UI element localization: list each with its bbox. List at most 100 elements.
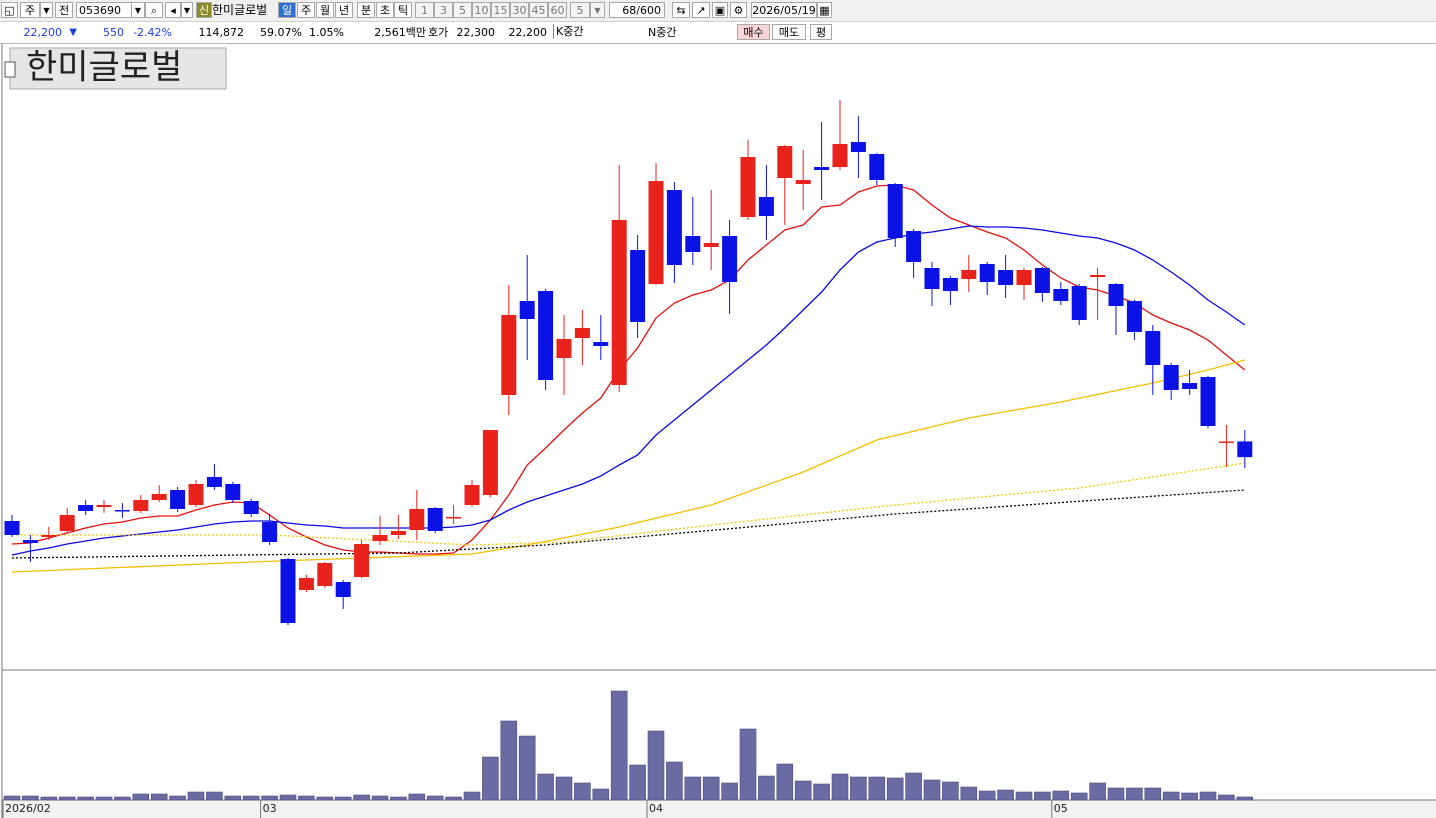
- volume-bar: [997, 789, 1014, 801]
- candle-body: [206, 477, 222, 487]
- toolbar-button[interactable]: 30: [510, 2, 529, 18]
- candle-body: [593, 342, 609, 346]
- toolbar-button[interactable]: 60: [548, 2, 567, 18]
- candle-body: [78, 505, 94, 511]
- change: 550: [103, 26, 124, 39]
- toolbar-button[interactable]: 10: [472, 2, 491, 18]
- n-mid: N중간: [648, 26, 677, 39]
- toolbar-button[interactable]: 15: [491, 2, 510, 18]
- volume-bar: [279, 794, 297, 801]
- volume-bar: [206, 791, 223, 801]
- prev-button[interactable]: 전: [55, 2, 73, 18]
- volume-bar: [518, 735, 536, 801]
- volume-bar: [334, 796, 352, 801]
- save-button[interactable]: ▣: [712, 2, 728, 18]
- candle-body: [519, 301, 535, 319]
- candle-body: [225, 484, 241, 500]
- candle-body: [758, 197, 774, 216]
- volume-bar: [371, 795, 389, 801]
- moving-average: [11, 184, 1246, 555]
- x-tick-label: 2026/02: [5, 802, 51, 815]
- sell-button[interactable]: 매도: [772, 24, 806, 40]
- moving-average: [11, 225, 1246, 556]
- ratio: 1.05%: [309, 26, 344, 39]
- candle-body: [1071, 286, 1087, 320]
- volume-bar: [482, 756, 499, 801]
- moving-average: [12, 462, 1245, 546]
- dropdown[interactable]: ▼: [131, 2, 145, 18]
- toolbar-button[interactable]: 45: [529, 2, 548, 18]
- candle-body: [188, 484, 204, 505]
- candle-body: [1145, 331, 1161, 365]
- volume-bar: [77, 796, 94, 801]
- candle-body: [372, 535, 388, 541]
- volume-bar: [1089, 782, 1106, 801]
- avg-button[interactable]: 평: [810, 24, 832, 40]
- interval-input[interactable]: 5: [570, 2, 590, 18]
- screen-icon[interactable]: ◱: [1, 2, 18, 18]
- toolbar-button[interactable]: 년: [335, 2, 353, 18]
- volume-bar: [408, 793, 426, 801]
- candle-body: [464, 485, 480, 505]
- volume-bar: [40, 796, 58, 801]
- candle-body: [998, 270, 1014, 285]
- candle-body: [133, 500, 149, 511]
- candle-body: [409, 509, 425, 530]
- dropdown[interactable]: ▼: [181, 2, 193, 18]
- toolbar-button[interactable]: 1: [415, 2, 434, 18]
- volume-bar: [1144, 787, 1162, 801]
- turnover: 59.07%: [260, 26, 302, 39]
- sound-button[interactable]: ◂: [165, 2, 181, 18]
- calendar-button[interactable]: ▦: [817, 2, 832, 18]
- candle-body: [96, 505, 112, 507]
- toolbar-button[interactable]: 5: [453, 2, 472, 18]
- toolbar-button[interactable]: 3: [434, 2, 453, 18]
- date-input[interactable]: 2026/05/19: [751, 2, 817, 18]
- tool-button[interactable]: ↗: [692, 2, 710, 18]
- candle-body: [22, 540, 38, 543]
- volume-bar: [923, 779, 941, 801]
- badge: 신: [196, 2, 212, 18]
- candle-body: [1163, 365, 1179, 390]
- count-input[interactable]: 68/600: [609, 2, 665, 18]
- volume-bar: [794, 780, 812, 801]
- volume-bar: [960, 786, 978, 801]
- toolbar-button[interactable]: 초: [376, 2, 394, 18]
- toolbar-button[interactable]: 틱: [394, 2, 412, 18]
- candle-body: [501, 315, 517, 395]
- toolbar-button[interactable]: 주: [297, 2, 315, 18]
- market-select[interactable]: 주: [20, 2, 40, 18]
- volume-bar: [1052, 790, 1070, 801]
- settings-button[interactable]: ⚙: [730, 2, 747, 18]
- candle-body: [961, 270, 977, 279]
- candle-body: [1034, 268, 1050, 293]
- volume-bar: [721, 782, 738, 801]
- change-rate: -2.42%: [133, 26, 172, 39]
- candle-body: [170, 490, 186, 509]
- tool-button[interactable]: ⇆: [672, 2, 690, 18]
- candle-body: [1200, 377, 1216, 426]
- volume-bar: [261, 795, 278, 801]
- code-input[interactable]: 053690: [76, 2, 132, 18]
- moving-average: [11, 359, 1245, 573]
- toolbar-button[interactable]: 월: [316, 2, 334, 18]
- candle-body: [1218, 441, 1234, 443]
- candle-body: [317, 563, 333, 586]
- volume-bar: [22, 795, 39, 801]
- search-button[interactable]: ⌕: [145, 2, 163, 18]
- toolbar-button[interactable]: 일: [278, 2, 296, 18]
- candle-body: [59, 515, 75, 531]
- volume-bar: [224, 795, 242, 801]
- dropdown[interactable]: ▼: [590, 2, 605, 18]
- buy-button[interactable]: 매수: [737, 24, 770, 40]
- stock-name: 한미글로벌: [212, 3, 268, 17]
- candle-body: [685, 236, 701, 252]
- volume-bar: [1181, 792, 1198, 801]
- volume: 114,872: [198, 26, 245, 39]
- x-axis-strip: [0, 800, 1436, 818]
- toolbar-button[interactable]: 분: [357, 2, 375, 18]
- volume-bar: [1236, 796, 1254, 801]
- dropdown[interactable]: ▼: [40, 2, 53, 18]
